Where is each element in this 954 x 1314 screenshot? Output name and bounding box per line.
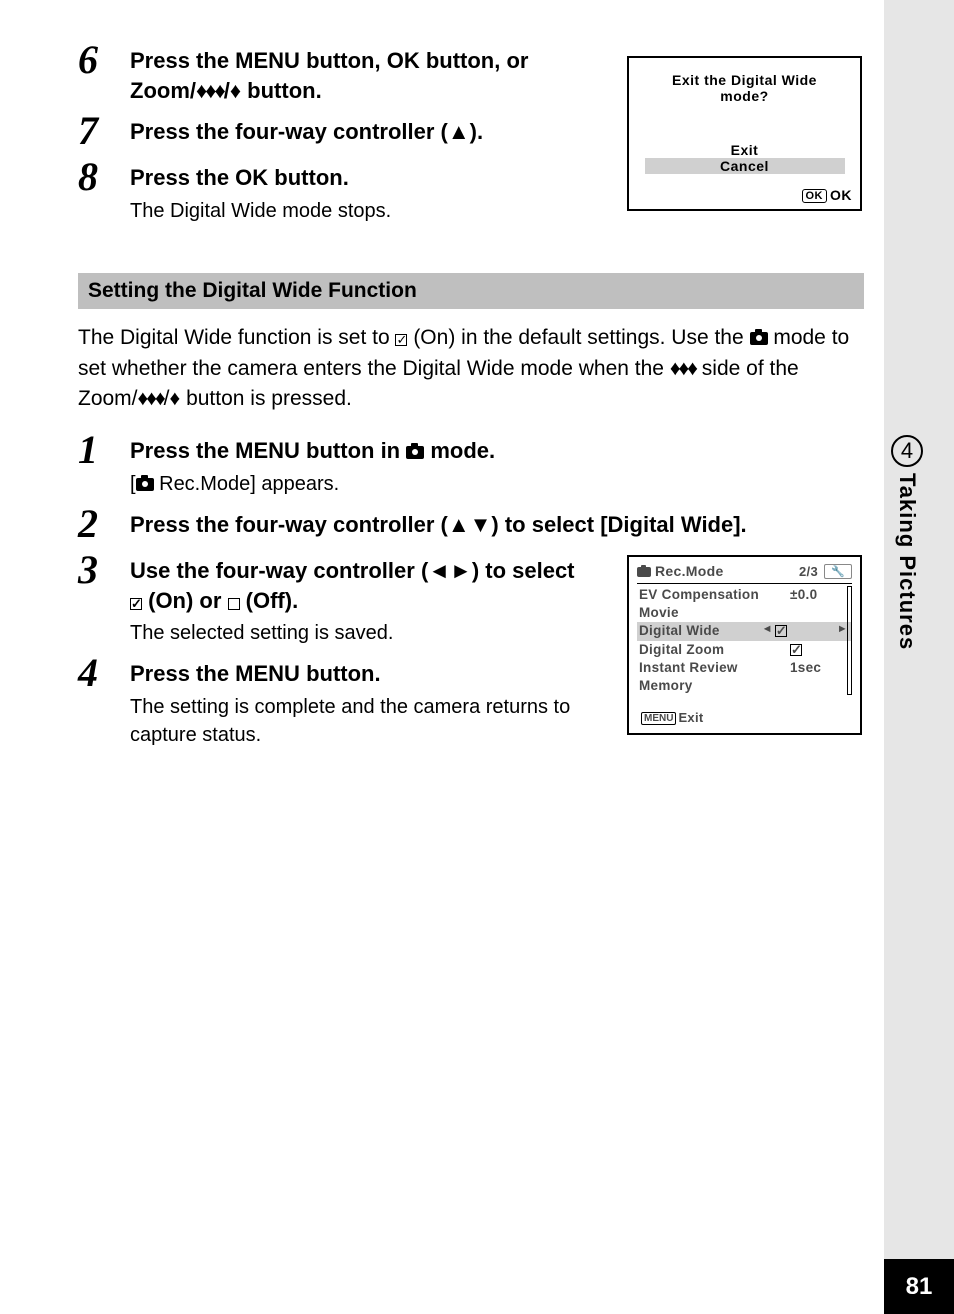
scrollbar	[847, 586, 852, 695]
intro-paragraph: The Digital Wide function is set to (On)…	[78, 323, 864, 414]
chapter-title: Taking Pictures	[894, 473, 920, 650]
dialog-option-exit: Exit	[629, 142, 860, 158]
checkbox-off-icon	[228, 598, 240, 610]
lcd-rec-mode-menu: Rec.Mode 2/3 🔧 EV Compensation ±0.0 Movi…	[627, 555, 862, 735]
step-number: 3	[78, 550, 130, 590]
step-number: 7	[78, 111, 130, 151]
side-margin	[884, 0, 954, 1314]
checkbox-on-icon	[790, 644, 802, 656]
lcd-exit-dialog: Exit the Digital Wide mode? Exit Cancel …	[627, 56, 862, 211]
step-subtext: The Digital Wide mode stops.	[130, 197, 598, 225]
menu-title: Rec.Mode	[655, 563, 724, 579]
step-title: Use the four-way controller (◄►) to sele…	[130, 556, 590, 615]
menu-row-memory: Memory	[637, 677, 852, 695]
step-8: 8 Press the OK button. The Digital Wide …	[78, 157, 598, 225]
step-title: Press the OK button.	[130, 163, 598, 193]
zoom-tele-icon: ♦	[170, 387, 181, 410]
section-heading: Setting the Digital Wide Function	[78, 273, 864, 309]
camera-icon	[406, 446, 424, 459]
menu-header: Rec.Mode 2/3 🔧	[633, 561, 856, 581]
manual-page: 4 Taking Pictures 81 6 Press the MENU bu…	[0, 0, 954, 1314]
checkbox-on-icon	[395, 334, 407, 346]
step-2: 2 Press the four-way controller (▲▼) to …	[78, 504, 864, 544]
camera-icon	[136, 478, 154, 491]
menu-row-digital-zoom: Digital Zoom	[637, 641, 852, 659]
zoom-wide-icon: ♦♦♦	[670, 357, 696, 380]
menu-box-icon: MENU	[641, 712, 676, 725]
dialog-ok-hint: OKOK	[802, 187, 853, 203]
side-tab: 4 Taking Pictures	[888, 435, 926, 650]
step-title: Press the four-way controller (▲).	[130, 117, 598, 147]
step-title: Press the MENU button.	[130, 659, 590, 689]
menu-row-ev: EV Compensation ±0.0	[637, 586, 852, 604]
camera-icon	[750, 332, 768, 345]
step-number: 8	[78, 157, 130, 197]
step-title: Press the MENU button, OK button, or Zoo…	[130, 46, 598, 105]
checkbox-on-icon	[775, 625, 787, 637]
menu-list: EV Compensation ±0.0 Movie Digital Wide …	[637, 583, 852, 695]
menu-page-indicator: 2/3	[799, 564, 818, 579]
step-6: 6 Press the MENU button, OK button, or Z…	[78, 40, 598, 105]
ok-box-icon: OK	[802, 189, 828, 203]
zoom-wide-icon: ♦♦♦	[138, 387, 164, 410]
camera-icon	[637, 567, 651, 577]
wrench-tab-icon: 🔧	[824, 564, 852, 579]
menu-row-movie: Movie	[637, 604, 852, 622]
chapter-number: 4	[891, 435, 923, 467]
page-number: 81	[884, 1259, 954, 1314]
arrow-left-icon: ◄	[760, 622, 775, 640]
zoom-wide-icon: ♦♦♦	[196, 78, 224, 103]
step-title: Press the MENU button in mode.	[130, 436, 864, 466]
step-number: 1	[78, 430, 130, 470]
step-number: 4	[78, 653, 130, 693]
step-number: 2	[78, 504, 130, 544]
menu-row-digital-wide: Digital Wide ◄ ►	[637, 622, 852, 640]
step-subtext: [ Rec.Mode] appears.	[130, 470, 864, 498]
step-subtext: The selected setting is saved.	[130, 619, 590, 647]
menu-footer: MENUExit	[641, 710, 704, 725]
step-1: 1 Press the MENU button in mode. [ Rec.M…	[78, 430, 864, 498]
step-7: 7 Press the four-way controller (▲).	[78, 111, 598, 151]
menu-row-instant-review: Instant Review 1sec	[637, 659, 852, 677]
step-title: Press the four-way controller (▲▼) to se…	[130, 510, 864, 540]
checkbox-on-icon	[130, 598, 142, 610]
dialog-question: Exit the Digital Wide mode?	[629, 72, 860, 104]
dialog-option-cancel: Cancel	[629, 158, 860, 174]
step-subtext: The setting is complete and the camera r…	[130, 693, 590, 749]
zoom-tele-icon: ♦	[230, 78, 241, 103]
step-number: 6	[78, 40, 130, 80]
